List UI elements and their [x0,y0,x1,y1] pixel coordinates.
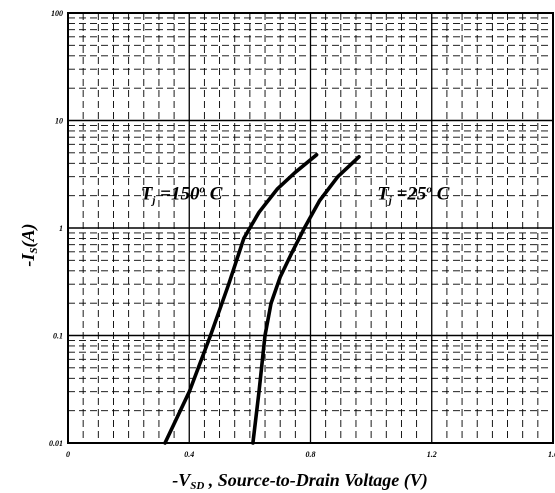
annotation-tj25: Tj =25o C [377,183,450,206]
x-axis-title-sub: SD [190,480,204,492]
x-axis-title-rest: , Source-to-Drain Voltage (V) [204,470,428,491]
y-axis-title-rest: (A) [18,223,39,247]
y-axis-title-main: -I [18,253,38,267]
x-tick-labels: 0 0.4 0.8 1.2 1.6 [66,450,555,459]
y-tick-label: 0.01 [49,439,63,448]
series-group [163,153,361,445]
x-tick-label: 1.2 [427,450,437,459]
annotation-part: T [377,183,390,204]
plot-frame [67,12,554,444]
x-tick-label: 0.4 [184,450,194,459]
grid [68,13,553,443]
y-axis-title: -IS(A) [18,223,40,266]
plot-border [67,12,554,444]
x-tick-label: 0 [66,450,70,459]
annotation-part: o [200,183,206,195]
series-line-tj25 [251,155,361,445]
y-tick-label: 10 [55,117,63,126]
y-tick-label: 1 [59,224,63,233]
annotation-part: T [141,183,154,204]
annotation-part: j [387,194,393,206]
annotation-part: C [432,183,450,204]
y-tick-label: 0.1 [53,332,63,341]
annotation-part: =150 [155,183,200,204]
x-axis-title-main: -V [172,470,192,490]
y-axis-title-sub: S [28,247,40,253]
annotation-part: j [150,194,156,206]
annotation-part: o [426,183,432,195]
annotations: Tj =150o C Tj =25o C [141,183,450,206]
x-axis-title: -VSD , Source-to-Drain Voltage (V) [172,470,428,492]
series-line-tj150 [163,153,319,445]
x-tick-label: 0.8 [306,450,316,459]
annotation-tj150: Tj =150o C [141,183,223,206]
annotation-part: =25 [392,183,427,204]
y-tick-labels: 0.01 0.1 1 10 100 [49,9,63,448]
annotation-part: C [205,183,223,204]
x-tick-label: 1.6 [548,450,555,459]
y-tick-label: 100 [51,9,63,18]
